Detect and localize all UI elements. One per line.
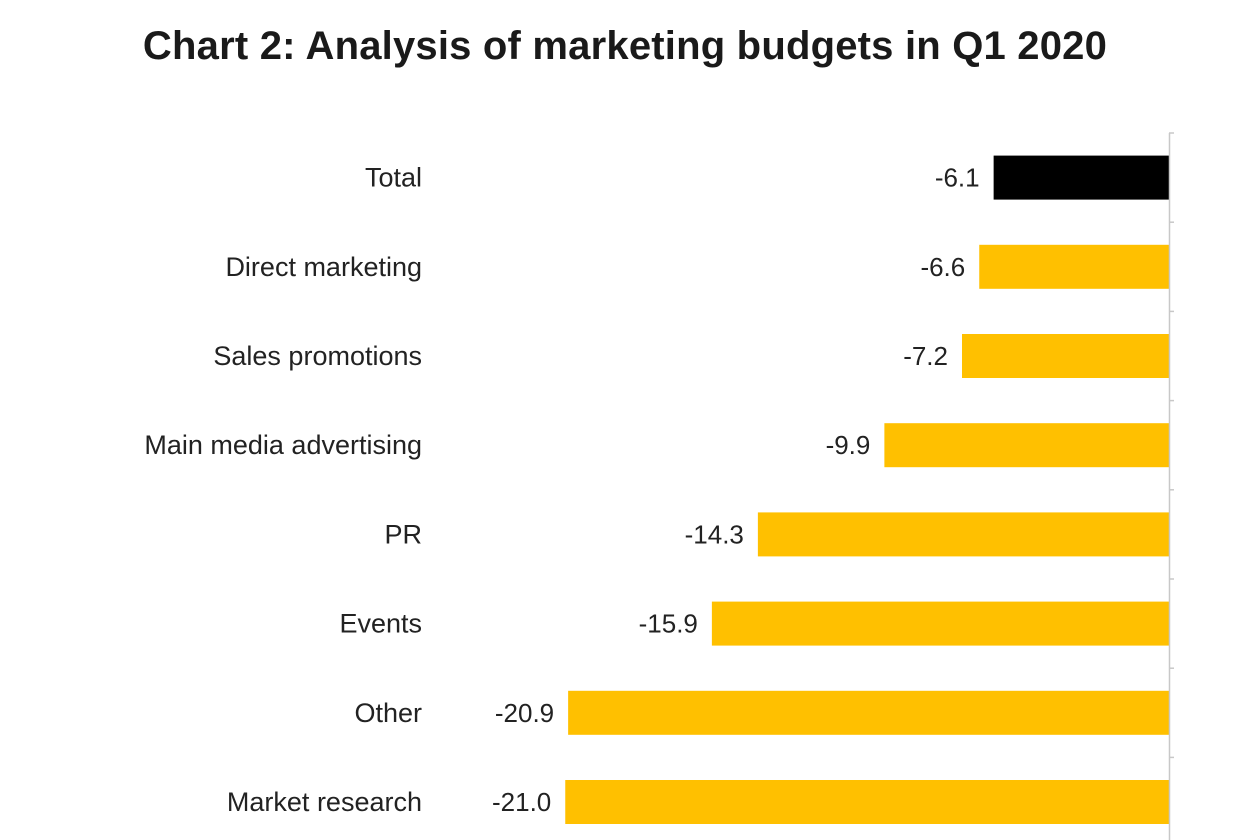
category-label-market-research: Market research xyxy=(227,787,422,817)
category-label-events: Events xyxy=(339,609,422,639)
category-label-pr: PR xyxy=(384,519,422,549)
bar-other xyxy=(568,690,1169,735)
category-label-total: Total xyxy=(365,163,422,193)
category-label-sales-promotions: Sales promotions xyxy=(213,341,422,371)
bar-sales-promotions xyxy=(962,334,1169,378)
category-label-direct-marketing: Direct marketing xyxy=(225,252,422,282)
bar-direct-marketing xyxy=(979,244,1169,289)
value-label-total: -6.1 xyxy=(935,163,980,193)
labels-layer: Total -6.1 Direct marketing -6.6 Sales promo… xyxy=(144,163,979,817)
value-label-other: -20.9 xyxy=(495,698,554,728)
category-label-main-media-advertising: Main media advertising xyxy=(144,430,422,460)
axis-ticks xyxy=(1169,132,1174,759)
value-label-direct-marketing: -6.6 xyxy=(920,252,965,282)
category-label-other: Other xyxy=(354,698,422,728)
chart-title: Chart 2: Analysis of marketing budgets i… xyxy=(142,24,1108,68)
bar-market-research xyxy=(565,780,1169,824)
value-label-main-media-advertising: -9.9 xyxy=(826,430,871,460)
bars-layer xyxy=(565,155,1169,824)
value-label-events: -15.9 xyxy=(639,609,698,639)
bar-pr xyxy=(757,512,1169,557)
bar-events xyxy=(711,601,1169,646)
value-label-pr: -14.3 xyxy=(685,519,744,549)
bar-main-media-advertising xyxy=(884,423,1169,468)
value-label-market-research: -21.0 xyxy=(492,787,551,817)
bar-total xyxy=(993,155,1169,200)
value-label-sales-promotions: -7.2 xyxy=(903,341,948,371)
